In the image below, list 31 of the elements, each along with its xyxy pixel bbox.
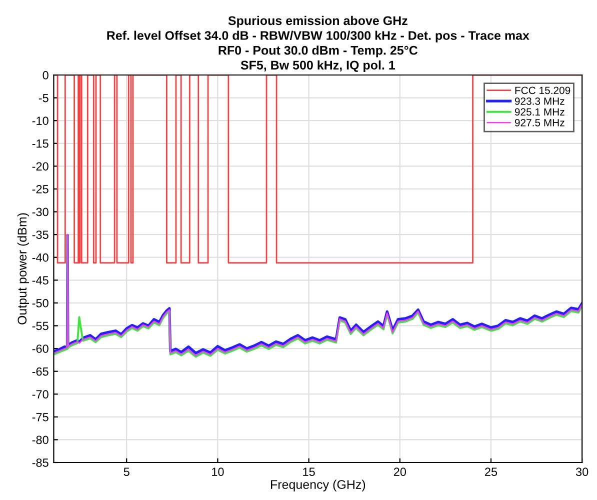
y-tick-label: -55 xyxy=(32,322,48,330)
y-tick-label: -80 xyxy=(32,436,48,444)
y-tick-label: -25 xyxy=(32,185,48,194)
y-tick-label: -20 xyxy=(32,162,48,171)
legend-label: FCC 15.209 xyxy=(515,86,570,94)
y-tick-label: -5 xyxy=(38,94,48,102)
y-tick-label: -40 xyxy=(32,253,48,262)
chart-title: Spurious emission above GHz Ref. level Offset 34.0 dB - RBW/VBW 100/300 kHz - Det. pos - Trace max RF0 - Pout 30.0 dBm - Temp. 25°C SF5, Bw 500 kHz, IQ pol. 1 xyxy=(107,16,530,72)
y-tick-label: -65 xyxy=(32,367,48,376)
legend-label: 927.5 MHz xyxy=(514,118,564,126)
x-axis-title: Frequency (GHz) xyxy=(271,480,366,492)
legend-label: 923.3 MHz xyxy=(514,97,564,105)
x-tick-label: 10 xyxy=(212,468,224,476)
y-tick-label: -30 xyxy=(32,208,48,216)
y-tick-label: -15 xyxy=(32,140,48,148)
x-tick-label: 15 xyxy=(303,468,315,476)
y-tick-label: -10 xyxy=(32,116,48,125)
legend-label: 925.1 MHz xyxy=(514,108,564,116)
y-tick-label: -75 xyxy=(32,413,48,422)
y-axis-title: Output power (dBm) xyxy=(17,213,30,324)
y-tick-label: -60 xyxy=(32,344,48,353)
x-tick-label: 5 xyxy=(124,468,130,476)
x-tick-label: 30 xyxy=(576,468,588,476)
y-tick-label: -85 xyxy=(32,458,48,467)
y-tick-label: 0 xyxy=(42,71,48,80)
x-tick-label: 25 xyxy=(485,468,498,476)
y-tick-label: -50 xyxy=(32,298,48,308)
x-tick-label: 20 xyxy=(394,468,406,476)
y-tick-label: -45 xyxy=(32,276,48,285)
y-tick-label: -70 xyxy=(32,390,48,399)
y-tick-label: -35 xyxy=(32,230,48,239)
